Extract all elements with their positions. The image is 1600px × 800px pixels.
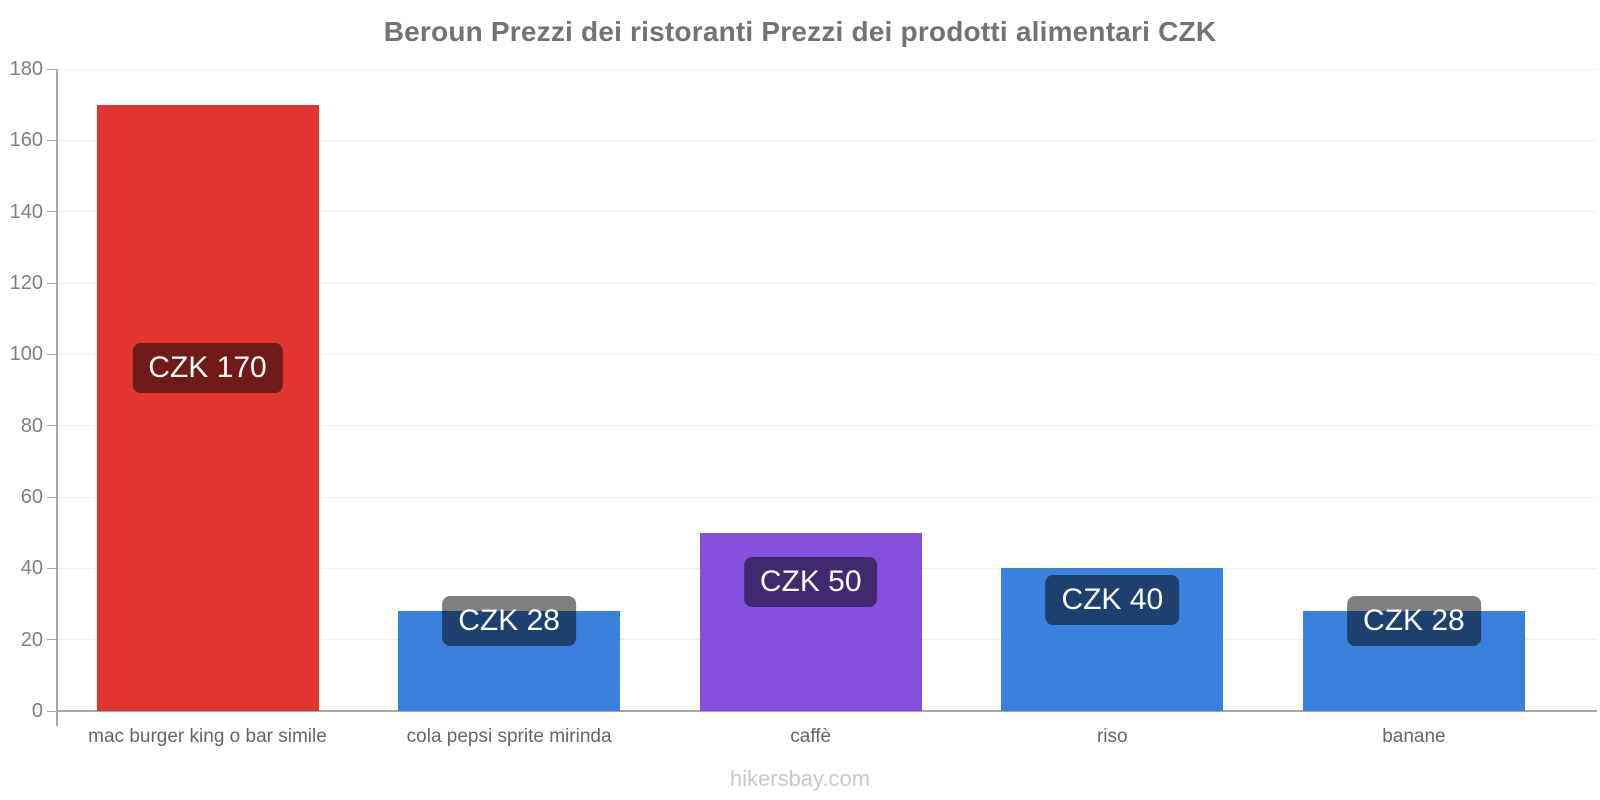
- value-label: CZK 170: [132, 342, 283, 393]
- y-axis-tick: [47, 139, 57, 141]
- value-label: CZK 50: [743, 556, 878, 607]
- y-axis-tick-label: 80: [20, 414, 43, 437]
- x-axis-line: [57, 710, 1597, 712]
- x-axis-category-label: riso: [1096, 726, 1128, 747]
- x-axis-category-label: cola pepsi sprite mirinda: [406, 726, 612, 747]
- value-label: CZK 28: [1347, 596, 1481, 647]
- y-axis-tick: [47, 353, 57, 355]
- gridline: [57, 211, 1597, 213]
- y-axis-tick-label: 160: [9, 129, 43, 152]
- y-axis-tick: [47, 496, 57, 498]
- x-axis-category-label: caffè: [790, 726, 832, 747]
- value-label: CZK 40: [1045, 574, 1180, 625]
- y-axis-tick-label: 0: [31, 700, 43, 722]
- y-axis-line: [56, 69, 58, 726]
- bar-caff-[interactable]: CZK 50: [699, 532, 922, 711]
- watermark-hikersbay: hikersbay.com: [729, 766, 871, 791]
- gridline: [57, 282, 1597, 284]
- gridline: [57, 68, 1597, 70]
- y-axis-tick: [47, 211, 57, 213]
- y-axis-tick-label: 100: [9, 343, 43, 366]
- gridline: [57, 353, 1597, 355]
- x-axis-category-label: mac burger king o bar simile: [88, 726, 327, 747]
- y-axis-tick-label: 20: [20, 628, 43, 651]
- bar-mac-burger-king-o-bar-simile[interactable]: CZK 170: [96, 104, 319, 711]
- x-axis-category-label: banane: [1382, 726, 1446, 747]
- y-axis-tick: [47, 639, 57, 641]
- y-axis-tick: [47, 425, 57, 427]
- chart-title: Beroun Prezzi dei ristoranti Prezzi dei …: [383, 16, 1217, 47]
- y-axis-tick: [47, 567, 57, 569]
- value-label: CZK 28: [442, 596, 576, 647]
- gridline: [57, 425, 1597, 427]
- y-axis-tick: [47, 282, 57, 284]
- gridline: [57, 139, 1597, 141]
- y-axis-tick-label: 40: [20, 557, 43, 580]
- y-axis-tick-label: 140: [9, 200, 43, 223]
- y-axis-tick: [47, 68, 57, 70]
- y-axis-tick-label: 180: [9, 58, 43, 80]
- bar-riso[interactable]: CZK 40: [1001, 568, 1224, 711]
- bar-cola-pepsi-sprite-mirinda[interactable]: CZK 28: [398, 596, 621, 711]
- gridline: [57, 496, 1597, 498]
- y-axis-tick-label: 60: [20, 486, 43, 508]
- bar-banane[interactable]: CZK 28: [1302, 596, 1525, 711]
- y-axis-tick: [47, 710, 57, 712]
- y-axis-tick-label: 120: [9, 272, 43, 294]
